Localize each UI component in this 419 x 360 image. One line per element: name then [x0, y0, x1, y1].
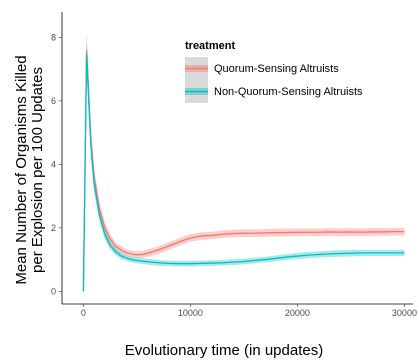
y-tick-label: 0	[51, 286, 56, 296]
series-line-0	[82, 50, 405, 292]
legend-title: treatment	[185, 40, 235, 52]
series-line-1	[82, 53, 405, 292]
x-tick-label: 30000	[392, 308, 417, 318]
legend-label-quorum: Quorum-Sensing Altruists	[214, 63, 339, 75]
y-tick-label: 8	[51, 32, 56, 42]
y-axis-title: Mean Number of Organisms Killed per Expl…	[13, 55, 46, 284]
x-axis: 0 10000 20000 30000	[62, 303, 417, 318]
legend-label-non-quorum: Non-Quorum-Sensing Altruists	[214, 86, 363, 98]
legend: treatment Quorum-Sensing Altruists Non-Q…	[185, 40, 363, 103]
y-tick-label: 2	[51, 223, 56, 233]
y-axis-title-line-2: per Explosion per 100 Updates	[29, 67, 46, 273]
y-axis: 0 2 4 6 8	[51, 12, 63, 304]
x-tick-label: 0	[81, 308, 86, 318]
y-tick-label: 6	[51, 96, 56, 106]
series-band-0	[83, 31, 405, 301]
y-axis-title-line-1: Mean Number of Organisms Killed	[13, 55, 30, 284]
x-tick-label: 10000	[178, 308, 203, 318]
x-tick-label: 20000	[285, 308, 310, 318]
plot-area	[82, 31, 405, 301]
y-tick-label: 4	[51, 159, 56, 169]
x-axis-title: Evolutionary time (in updates)	[125, 342, 323, 359]
